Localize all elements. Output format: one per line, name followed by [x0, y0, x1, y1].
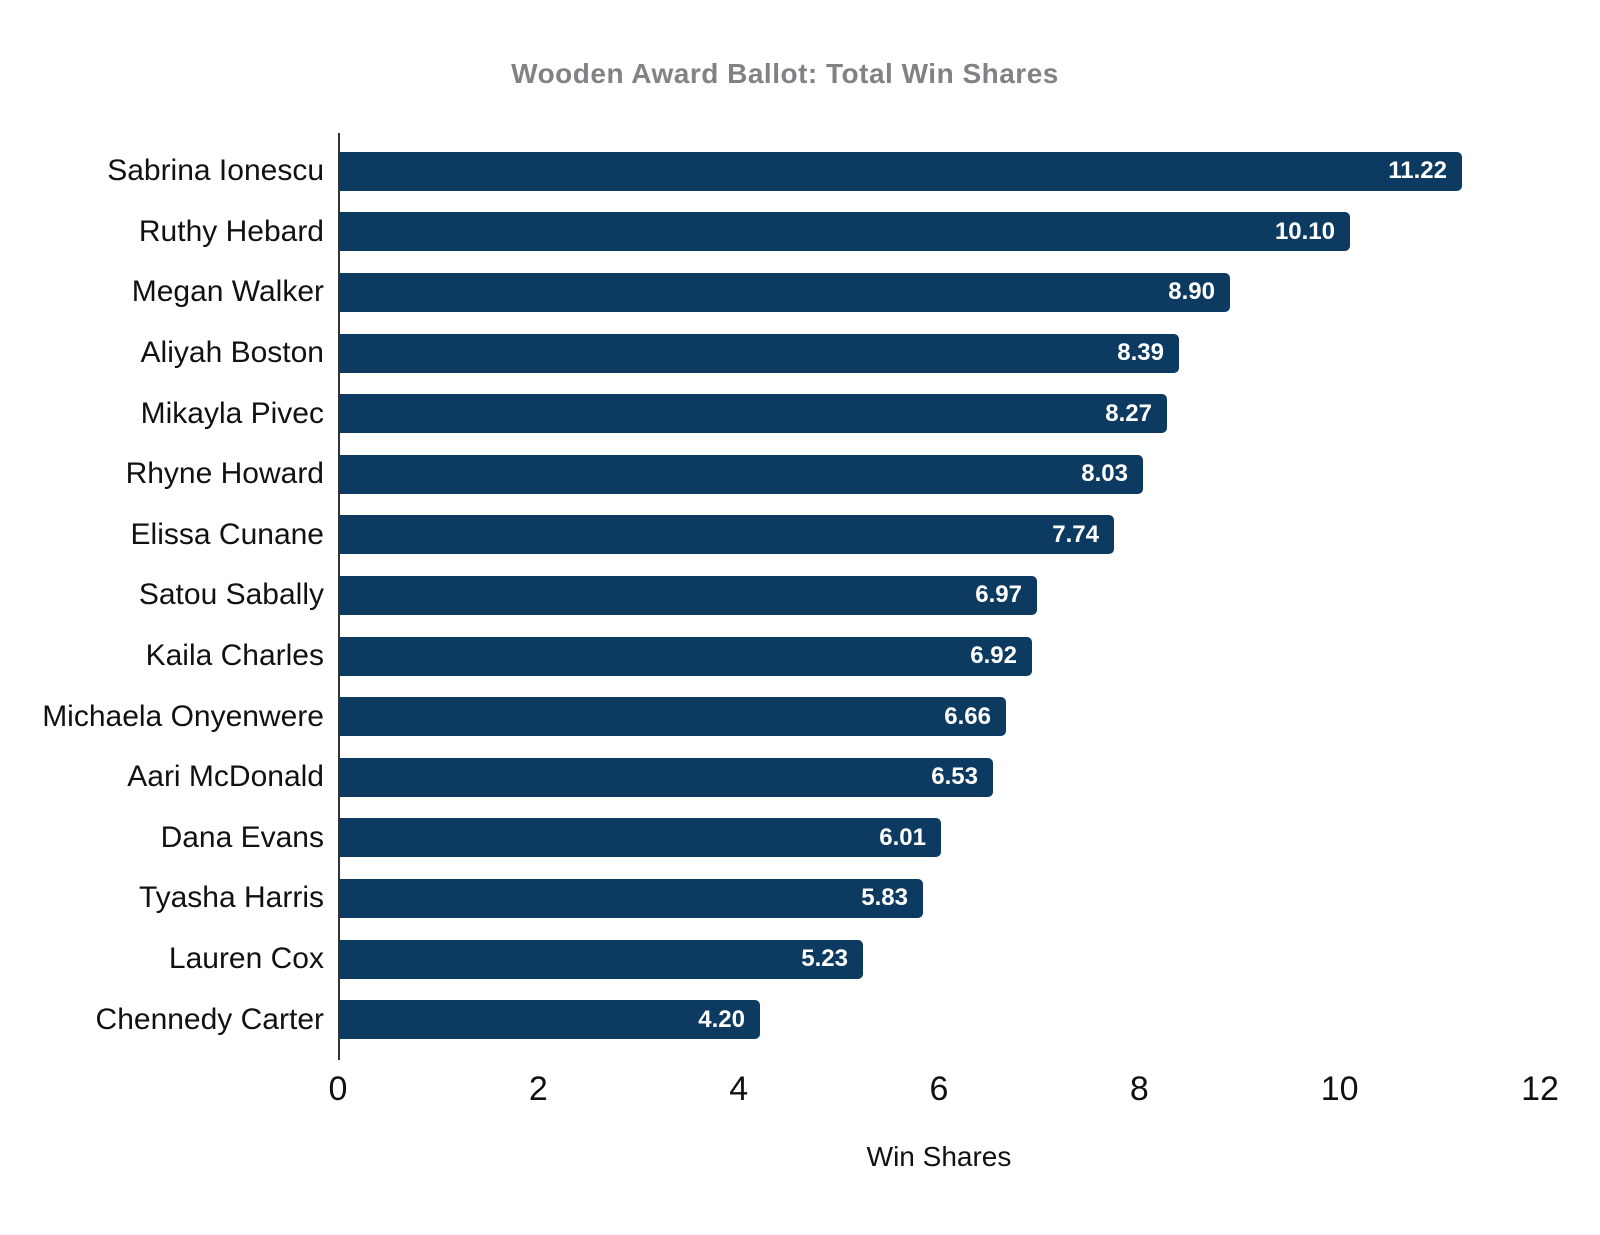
bar-row: Elissa Cunane 7.74 — [131, 505, 1540, 566]
bar: 8.27 — [340, 394, 1167, 434]
bar: 6.97 — [340, 575, 1037, 615]
bar: 4.20 — [340, 1000, 760, 1040]
bar: 7.74 — [340, 515, 1114, 555]
bar-value-label: 6.97 — [975, 581, 1022, 609]
category-label: Tyasha Harris — [138, 881, 324, 915]
category-label: Chennedy Carter — [95, 1002, 324, 1036]
bar-row: Sabrina Ionescu 11.22 — [107, 141, 1540, 202]
category-label: Dana Evans — [160, 820, 324, 854]
bar: 6.92 — [340, 636, 1032, 676]
bar-value-label: 5.23 — [801, 945, 848, 973]
bar: 5.83 — [340, 878, 923, 918]
category-label: Aari McDonald — [127, 760, 324, 794]
bar: 5.23 — [340, 939, 863, 979]
bar-value-label: 6.53 — [931, 763, 978, 791]
bar-value-label: 4.20 — [698, 1005, 745, 1033]
bar-value-label: 6.92 — [970, 642, 1017, 670]
bar: 8.90 — [340, 272, 1230, 312]
category-label: Megan Walker — [131, 275, 324, 309]
x-tick-label: 2 — [528, 1070, 548, 1108]
x-tick-label: 6 — [929, 1070, 949, 1108]
bar-row: Rhyne Howard 8.03 — [126, 444, 1540, 505]
bar-rows: Sabrina Ionescu 11.22 Ruthy Hebard 10.10 Meg… — [42, 141, 1540, 1050]
bar: 6.01 — [340, 818, 941, 858]
bar-value-label: 6.66 — [944, 702, 991, 730]
bar-value-label: 8.03 — [1081, 460, 1128, 488]
bar-value-label: 5.83 — [861, 884, 908, 912]
bar-value-label: 8.39 — [1117, 339, 1164, 367]
x-tick-label: 10 — [1320, 1070, 1359, 1108]
category-label: Elissa Cunane — [130, 517, 324, 551]
bar-row: Tyasha Harris 5.83 — [139, 868, 1540, 929]
bar-row: Michaela Onyenwere 6.66 — [42, 686, 1540, 747]
category-label: Lauren Cox — [168, 942, 324, 976]
bar: 10.10 — [340, 212, 1350, 252]
bar-value-label: 7.74 — [1052, 520, 1099, 548]
plot-area: Sabrina Ionescu 11.22 Ruthy Hebard 10.10 Meg… — [42, 133, 1540, 1060]
category-label: Mikayla Pivec — [140, 396, 324, 430]
x-tick-label: 4 — [729, 1070, 749, 1108]
category-label: Aliyah Boston — [140, 336, 324, 370]
category-label: Michaela Onyenwere — [42, 699, 324, 733]
x-tick-label: 0 — [328, 1070, 348, 1108]
category-label: Rhyne Howard — [125, 457, 324, 491]
bar-row: Satou Sabally 6.97 — [139, 565, 1540, 626]
bar-value-label: 8.90 — [1168, 278, 1215, 306]
bar-row: Dana Evans 6.01 — [161, 808, 1540, 869]
bar-row: Aari McDonald 6.53 — [127, 747, 1540, 808]
bar: 6.53 — [340, 757, 993, 797]
bar-row: Kaila Charles 6.92 — [146, 626, 1540, 687]
category-label: Satou Sabally — [138, 578, 324, 612]
bar-value-label: 6.01 — [879, 823, 926, 851]
bar-row: Lauren Cox 5.23 — [169, 929, 1540, 990]
bar: 11.22 — [340, 151, 1462, 191]
bar: 8.03 — [340, 454, 1143, 494]
x-axis-ticks: 0 2 4 6 8 10 12 — [329, 1070, 1559, 1110]
bar-row: Ruthy Hebard 10.10 — [139, 202, 1540, 263]
bar: 6.66 — [340, 697, 1006, 737]
category-label: Sabrina Ionescu — [107, 154, 324, 188]
category-label: Ruthy Hebard — [138, 214, 324, 248]
bar-row: Megan Walker 8.90 — [132, 262, 1540, 323]
bar-row: Aliyah Boston 8.39 — [141, 323, 1540, 384]
bar: 8.39 — [340, 333, 1179, 373]
category-label: Kaila Charles — [145, 639, 324, 673]
bar-row: Mikayla Pivec 8.27 — [141, 383, 1540, 444]
bar-value-label: 8.27 — [1105, 399, 1152, 427]
bar-row: Chennedy Carter 4.20 — [96, 989, 1540, 1050]
bar-value-label: 11.22 — [1388, 157, 1447, 185]
x-axis-label: Win Shares — [866, 1141, 1012, 1172]
x-tick-label: 8 — [1129, 1070, 1149, 1108]
x-tick-label: 12 — [1521, 1070, 1559, 1108]
bar-value-label: 10.10 — [1274, 217, 1335, 245]
chart-title: Wooden Award Ballot: Total Win Shares — [511, 58, 1059, 89]
